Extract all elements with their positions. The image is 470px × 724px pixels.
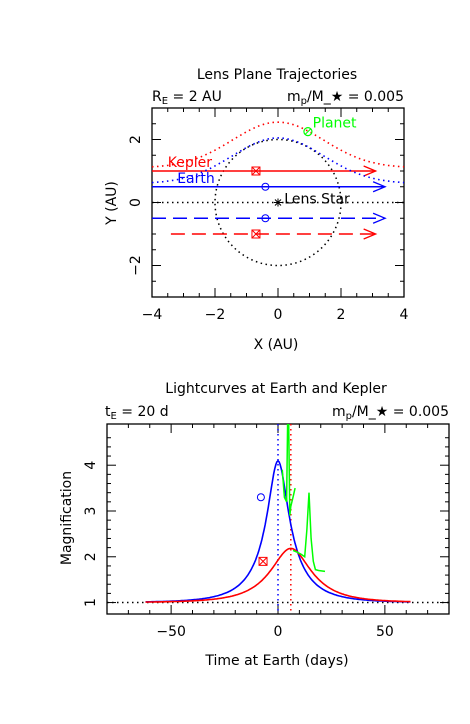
top-annotation-kepler: Kepler	[168, 155, 212, 171]
bottom-chart-subtitle-right: mp/M_★ = 0.005	[332, 404, 449, 422]
kepler-marker-0	[251, 166, 261, 176]
bottom-chart-plot	[107, 424, 449, 614]
planet-marker-cross	[304, 128, 312, 135]
bottom-chart-xtick-label: 0	[274, 624, 283, 640]
top-chart-xtick-label: 0	[274, 307, 283, 323]
bottom-chart-ytick-label: 1	[83, 598, 99, 607]
bottom-chart-ytick-label: 2	[83, 552, 99, 561]
top-annotation-lens-star: Lens Star	[284, 192, 350, 208]
top-chart-ytick-label: 2	[128, 135, 144, 144]
bottom-chart-xlabel: Time at Earth (days)	[204, 653, 348, 669]
top-chart-xtick-label: −2	[205, 307, 226, 323]
top-chart-xlabel: X (AU)	[254, 337, 299, 353]
top-annotation-planet: Planet	[313, 116, 357, 132]
lightcurve-earth	[145, 459, 411, 603]
bottom-chart-xtick-label: 50	[376, 624, 394, 640]
top-chart-xtick-label: 4	[400, 307, 409, 323]
earth-lightcurve-marker	[256, 493, 265, 502]
trajectory-arrow-3	[363, 228, 378, 240]
trajectory-arrow-1	[372, 181, 387, 193]
top-chart-ytick-label: −2	[128, 255, 144, 276]
kepler-lightcurve-marker	[258, 556, 268, 566]
bottom-chart-xtick-label: −50	[156, 624, 186, 640]
planet-orbit-kepler	[151, 121, 405, 168]
lens-star-marker	[274, 198, 282, 207]
top-chart-xtick-label: −4	[142, 307, 163, 323]
top-chart-ylabel: Y (AU)	[104, 181, 120, 226]
bottom-chart-title: Lightcurves at Earth and Kepler	[165, 381, 387, 397]
top-chart-title: Lens Plane Trajectories	[197, 67, 357, 83]
bottom-chart-ylabel: Magnification	[59, 471, 75, 565]
trajectory-arrow-0	[363, 165, 378, 177]
bottom-chart-ytick-label: 3	[83, 507, 99, 516]
earth-marker-1	[261, 182, 270, 191]
planet-anomaly-3	[292, 492, 326, 573]
top-annotation-earth: Earth	[177, 171, 215, 187]
top-chart-subtitle-left: RE = 2 AU	[152, 89, 222, 107]
planet-orbit-earth	[151, 137, 405, 184]
einstein-ring	[214, 138, 342, 267]
top-chart-ytick-label: 0	[128, 198, 144, 207]
top-chart-xtick-label: 2	[337, 307, 346, 323]
top-chart-subtitle-right: mp/M_★ = 0.005	[287, 89, 404, 107]
bottom-chart-ytick-label: 4	[83, 461, 99, 470]
kepler-marker-3	[251, 229, 261, 239]
bottom-chart-subtitle-left: tE = 20 d	[105, 404, 169, 422]
earth-marker-2	[261, 214, 270, 223]
trajectory-arrow-2	[372, 212, 387, 224]
lightcurve-kepler	[145, 547, 411, 603]
planet-marker	[303, 127, 313, 137]
planet-anomaly-2	[281, 424, 296, 516]
